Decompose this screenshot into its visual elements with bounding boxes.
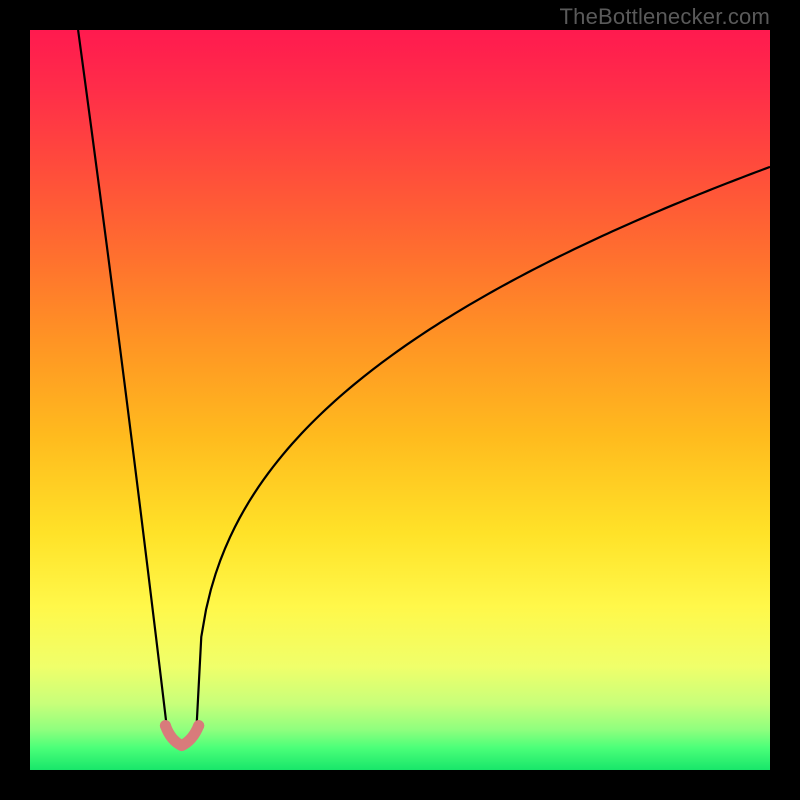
curve-layer (0, 0, 800, 800)
bottleneck-curve-right (197, 167, 771, 728)
bottleneck-trough (165, 726, 198, 746)
trough-endcap-left (160, 720, 171, 731)
trough-endcap-right (193, 720, 204, 731)
chart-container: TheBottlenecker.com (0, 0, 800, 800)
watermark-text: TheBottlenecker.com (560, 4, 770, 30)
bottleneck-curve-left (78, 30, 167, 728)
